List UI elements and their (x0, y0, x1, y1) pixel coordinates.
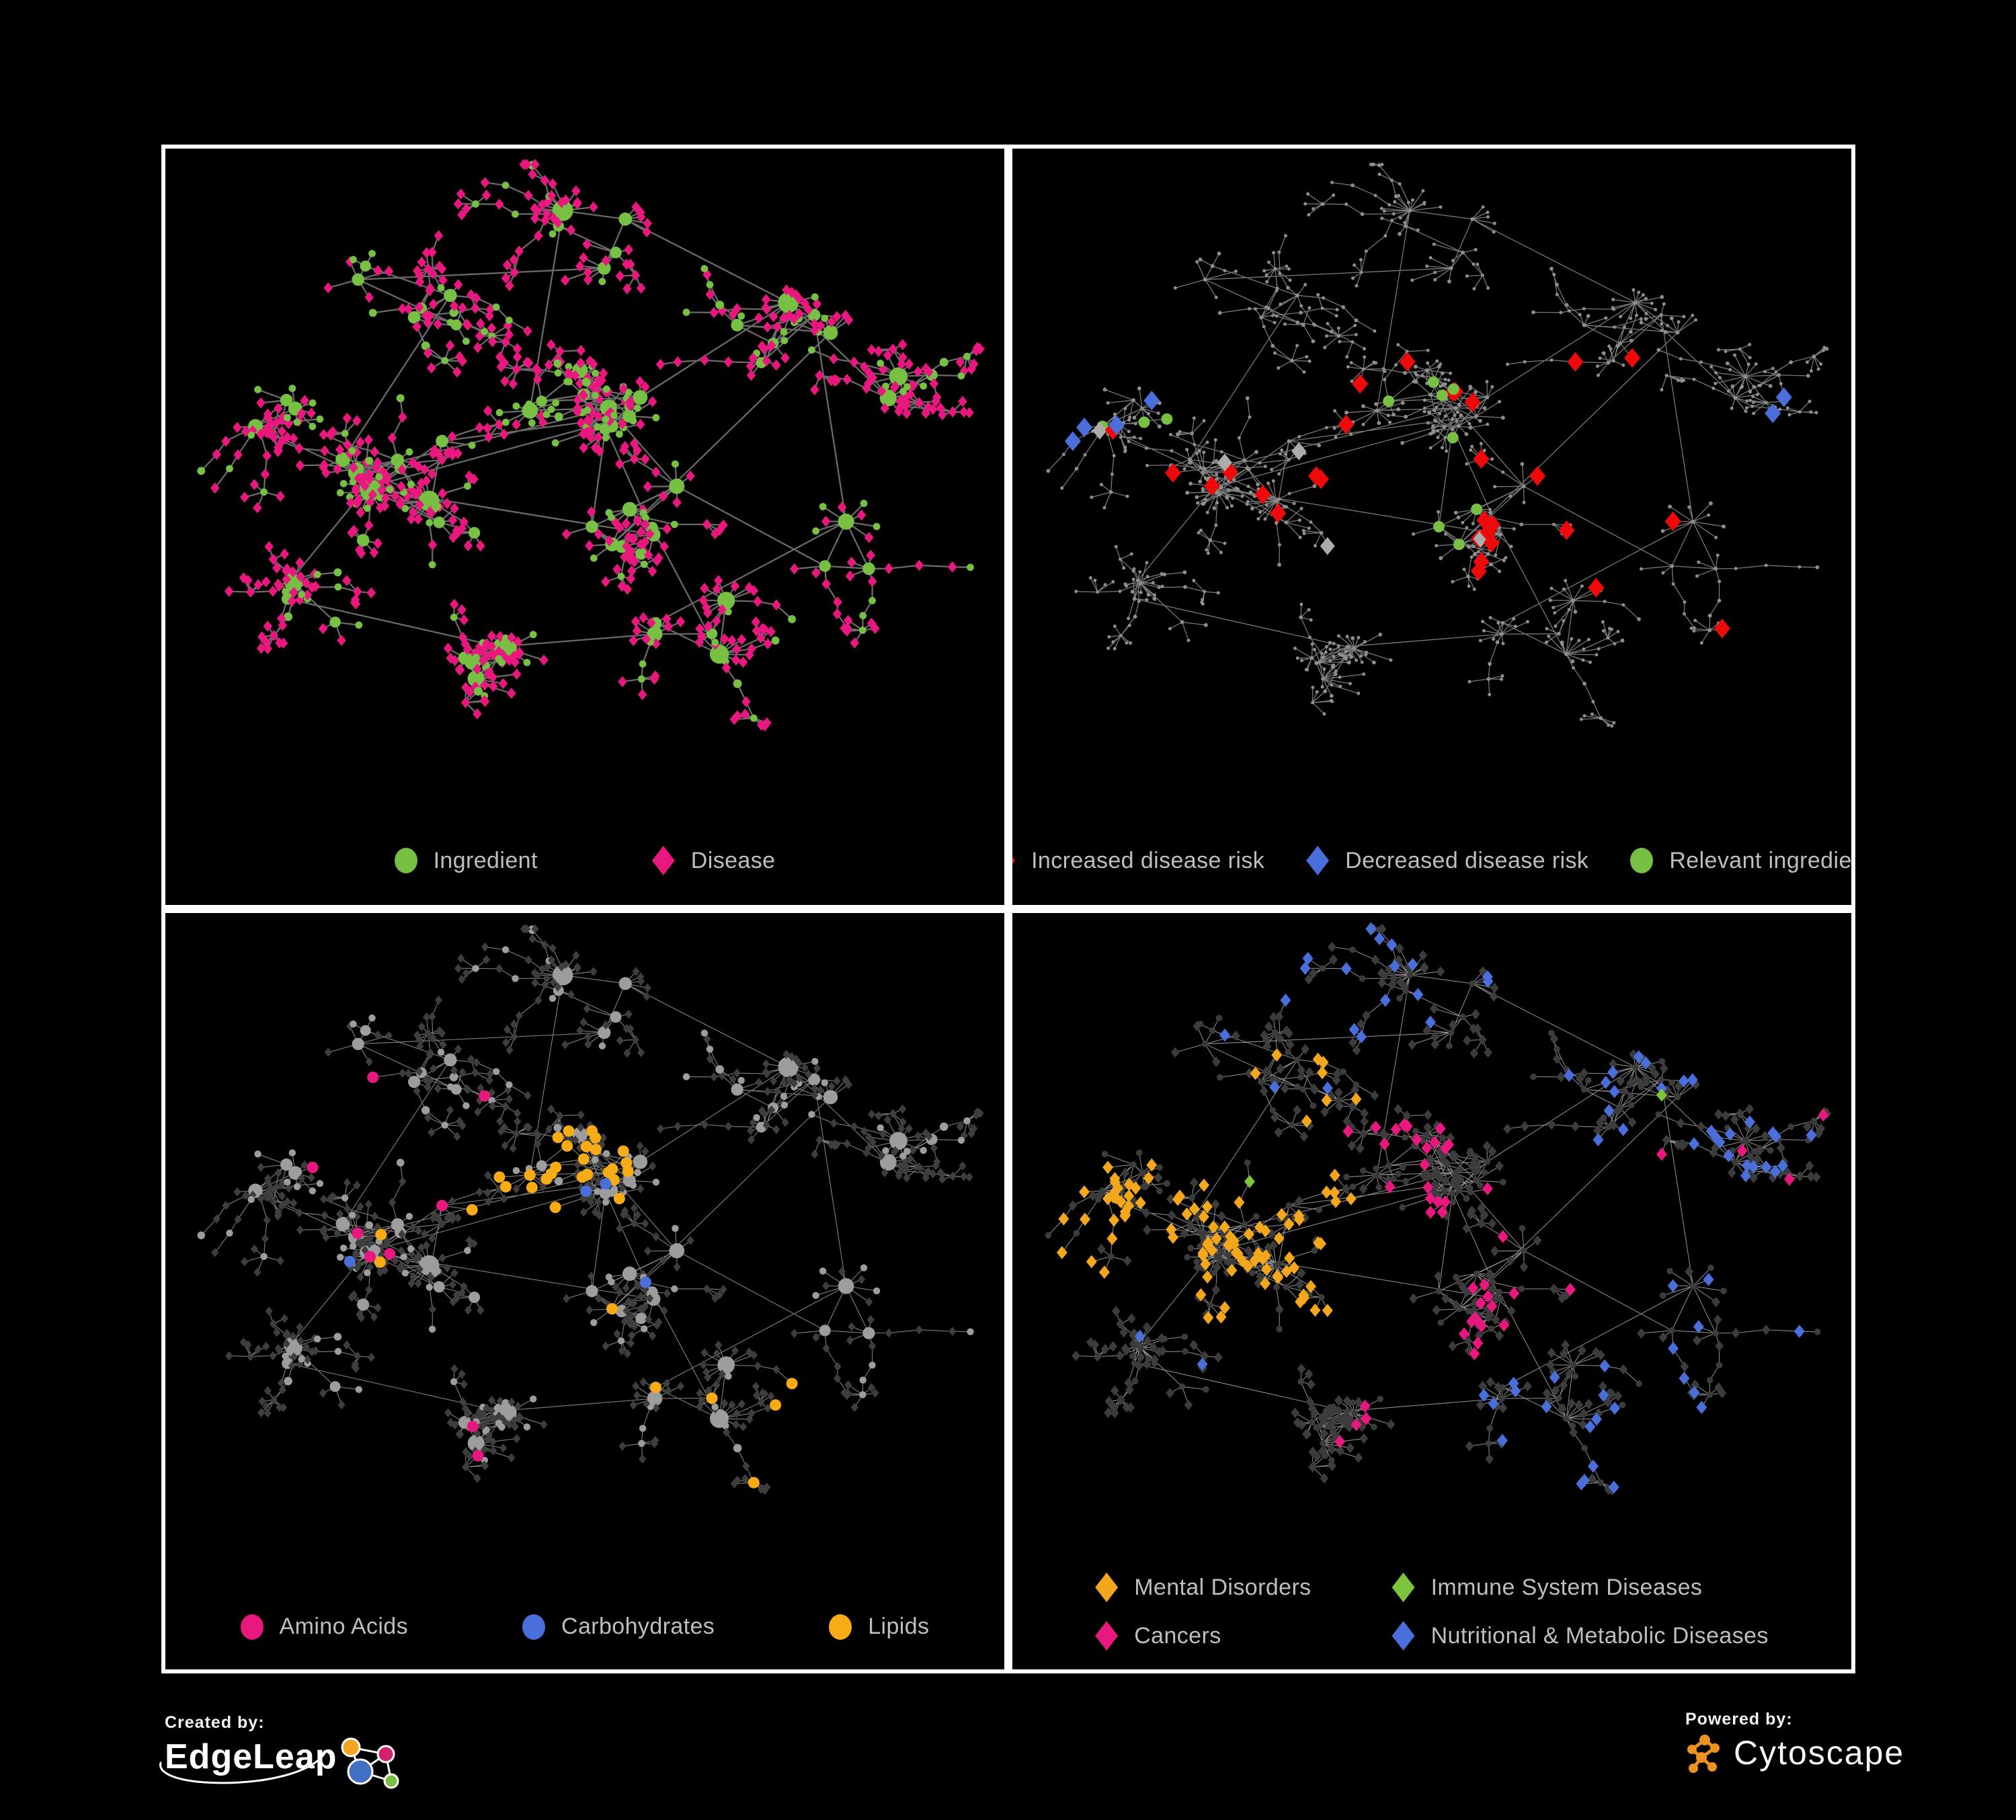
increased-risk-diamond-icon (1012, 846, 1016, 875)
legend-label: Mental Disorders (1134, 1574, 1312, 1600)
legend-item-cancers: Cancers (1095, 1621, 1311, 1651)
panel-grid: Ingredient Disease Increased disease ris… (161, 145, 1855, 1673)
legend-label: Relevant ingredient (1669, 847, 1855, 873)
created-by-label: Created by: (165, 1713, 265, 1732)
legend-item-nutritional-metabolic: Nutritional & Metabolic Diseases (1392, 1621, 1769, 1651)
cytoscape-brand: Cytoscape (1685, 1733, 1904, 1776)
cytoscape-wordmark: Cytoscape (1734, 1734, 1905, 1772)
legend-ingredient-classes: Amino Acids Carbohydrates Lipids (165, 1614, 1004, 1640)
legend-item-carbohydrates: Carbohydrates (522, 1614, 715, 1640)
edgeleap-logo-icon (341, 1737, 399, 1789)
legend-label: Nutritional & Metabolic Diseases (1430, 1622, 1769, 1649)
disease-diamond-icon (651, 846, 675, 875)
edgeleap-brand: EdgeLeap (165, 1737, 409, 1809)
legend-label: Lipids (868, 1614, 930, 1639)
legend-label: Carbohydrates (561, 1614, 715, 1639)
panel-disease-risk: Increased disease risk Decreased disease… (1008, 145, 1855, 909)
powered-by-label: Powered by: (1685, 1710, 1793, 1729)
decreased-risk-diamond-icon (1306, 846, 1330, 875)
powered-by-credit: Powered by: (1685, 1710, 1904, 1776)
legend-label: Increased disease risk (1031, 847, 1265, 873)
lipids-circle-icon (829, 1614, 852, 1640)
legend-label: Disease (690, 847, 776, 873)
relevant-ingredient-circle-icon (1630, 848, 1654, 873)
legend-disease-risk: Increased disease risk Decreased disease… (1012, 846, 1851, 875)
legend-item-mental-disorders: Mental Disorders (1095, 1573, 1311, 1602)
mental-disorders-diamond-icon (1095, 1573, 1119, 1602)
created-by-credit: Created by: EdgeLeap (159, 1713, 409, 1809)
legend-item-relevant-ingredient: Relevant ingredient (1630, 847, 1855, 874)
immune-system-diamond-icon (1392, 1573, 1415, 1602)
panel-disease-classes: Mental Disorders Immune System Diseases … (1008, 909, 1855, 1673)
legend-label: Ingredient (433, 847, 538, 873)
network-graph-disease-risk (1046, 162, 1829, 728)
legend-item-ingredient: Ingredient (394, 847, 538, 874)
legend-item-disease: Disease (651, 846, 776, 875)
legend-item-decreased-risk: Decreased disease risk (1306, 846, 1588, 875)
legend-item-lipids: Lipids (829, 1614, 929, 1640)
ingredient-circle-icon (394, 848, 417, 873)
legend-item-increased-risk: Increased disease risk (1012, 846, 1265, 875)
legend-disease-classes: Mental Disorders Immune System Diseases … (1012, 1573, 1851, 1651)
legend-label: Cancers (1134, 1622, 1221, 1649)
network-graph-ingredient-classes (197, 924, 984, 1495)
legend-label: Immune System Diseases (1430, 1574, 1703, 1600)
edgeleap-wordmark: EdgeLeap (165, 1737, 337, 1776)
amino-acids-circle-icon (240, 1614, 264, 1640)
cytoscape-logo-icon (1687, 1735, 1720, 1773)
legend-label: Decreased disease risk (1345, 847, 1589, 873)
nutritional-metabolic-diamond-icon (1392, 1621, 1415, 1651)
legend-ingredient-disease: Ingredient Disease (165, 846, 1004, 875)
legend-item-amino-acids: Amino Acids (240, 1614, 408, 1640)
legend-label: Amino Acids (279, 1614, 408, 1639)
cancers-diamond-icon (1095, 1621, 1119, 1651)
carbohydrates-circle-icon (522, 1614, 545, 1640)
panel-ingredient-classes: Amino Acids Carbohydrates Lipids (161, 909, 1008, 1673)
network-graph-ingredient-disease (197, 159, 985, 731)
panel-ingredient-disease: Ingredient Disease (161, 145, 1008, 909)
network-graph-disease-classes (1045, 922, 1832, 1496)
legend-item-immune-system-diseases: Immune System Diseases (1392, 1573, 1769, 1602)
